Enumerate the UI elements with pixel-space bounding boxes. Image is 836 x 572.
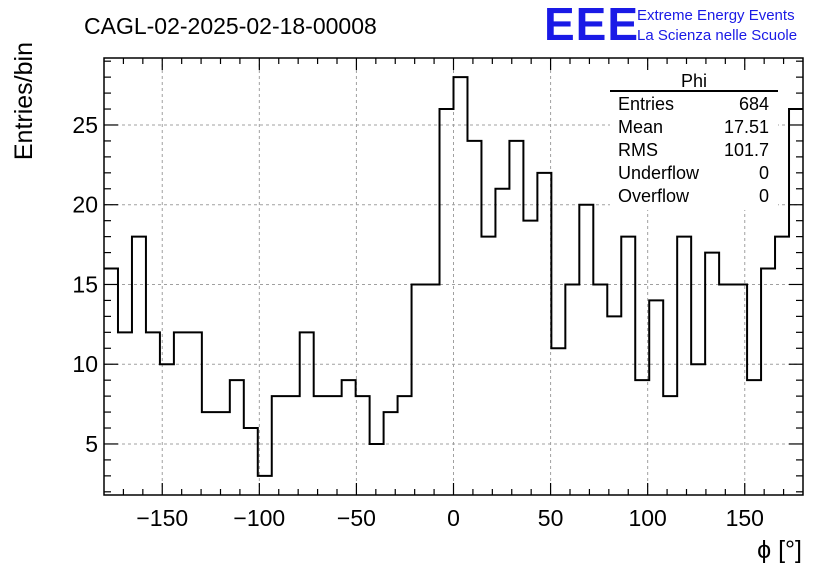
stats-row-value: 0 bbox=[759, 163, 769, 183]
x-tick-label: −150 bbox=[136, 505, 188, 531]
x-tick-label: 0 bbox=[447, 505, 460, 531]
x-tick-label: −100 bbox=[233, 505, 285, 531]
y-tick-label: 20 bbox=[72, 192, 98, 218]
logo-line-1: Extreme Energy Events bbox=[637, 7, 795, 24]
histogram-line bbox=[104, 76, 803, 477]
x-tick-label: −50 bbox=[337, 505, 376, 531]
y-tick-label: 5 bbox=[85, 431, 98, 457]
chart-title: CAGL-02-2025-02-18-00008 bbox=[84, 13, 377, 39]
y-tick-label: 15 bbox=[72, 271, 98, 297]
stats-box-background bbox=[610, 70, 778, 210]
x-axis-label: ϕ [°] bbox=[757, 536, 802, 564]
stats-row-label: Overflow bbox=[618, 186, 690, 206]
stats-row-label: Underflow bbox=[618, 163, 700, 183]
stats-row-label: Mean bbox=[618, 117, 663, 137]
x-tick-label: 100 bbox=[628, 505, 666, 531]
eee-logo: EEE Extreme Energy Events La Scienza nel… bbox=[544, 0, 797, 50]
stats-rows: Entries 684 Mean 17.51 RMS 101.7 Underflow 0 Ove… bbox=[618, 94, 769, 206]
stats-row-value: 684 bbox=[739, 94, 769, 114]
stats-title: Phi bbox=[681, 71, 707, 91]
y-tick-label: 10 bbox=[72, 351, 98, 377]
stats-row-label: Entries bbox=[618, 94, 674, 114]
x-tick-label: 50 bbox=[538, 505, 564, 531]
x-tick-label: 150 bbox=[726, 505, 764, 531]
stats-row-value: 0 bbox=[759, 186, 769, 206]
stats-row-label: RMS bbox=[618, 140, 658, 160]
y-axis-label: Entries/bin bbox=[10, 42, 38, 160]
stats-row-value: 101.7 bbox=[724, 140, 769, 160]
stats-box: Phi Entries 684 Mean 17.51 RMS 101.7 Underflow… bbox=[610, 70, 778, 210]
y-tick-label: 25 bbox=[72, 112, 98, 138]
stats-row-value: 17.51 bbox=[724, 117, 769, 137]
logo-line-2: La Scienza nelle Scuole bbox=[637, 27, 797, 44]
logo-mark: EEE bbox=[544, 0, 639, 50]
axis-ticks: −150 −100 −50 0 50 100 150 5 10 15 20 25 bbox=[72, 58, 803, 531]
